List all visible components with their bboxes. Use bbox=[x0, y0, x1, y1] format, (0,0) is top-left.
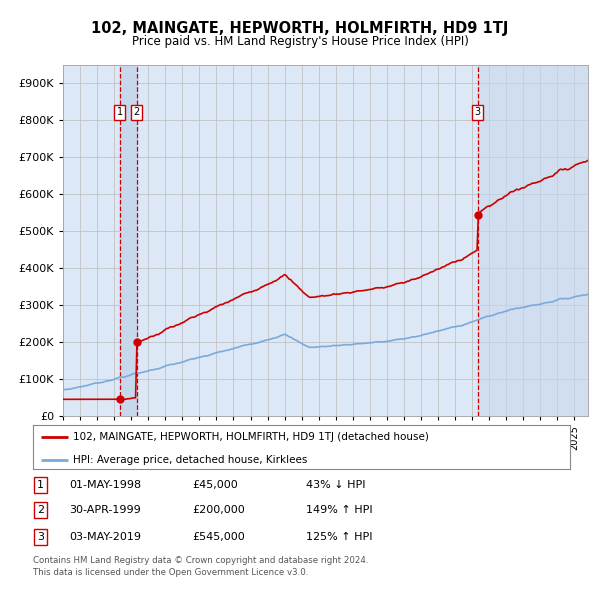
Bar bbox=[120, 65, 137, 416]
Text: 102, MAINGATE, HEPWORTH, HOLMFIRTH, HD9 1TJ: 102, MAINGATE, HEPWORTH, HOLMFIRTH, HD9 … bbox=[91, 21, 509, 35]
Text: Price paid vs. HM Land Registry's House Price Index (HPI): Price paid vs. HM Land Registry's House … bbox=[131, 35, 469, 48]
Text: Contains HM Land Registry data © Crown copyright and database right 2024.: Contains HM Land Registry data © Crown c… bbox=[33, 556, 368, 565]
Text: 125% ↑ HPI: 125% ↑ HPI bbox=[306, 532, 373, 542]
Text: This data is licensed under the Open Government Licence v3.0.: This data is licensed under the Open Gov… bbox=[33, 568, 308, 577]
Text: 1: 1 bbox=[116, 107, 123, 117]
Text: £200,000: £200,000 bbox=[192, 506, 245, 515]
Text: 43% ↓ HPI: 43% ↓ HPI bbox=[306, 480, 365, 490]
Text: 30-APR-1999: 30-APR-1999 bbox=[69, 506, 141, 515]
Text: 2: 2 bbox=[134, 107, 140, 117]
Text: 2: 2 bbox=[37, 506, 44, 515]
Text: £545,000: £545,000 bbox=[192, 532, 245, 542]
Text: 01-MAY-1998: 01-MAY-1998 bbox=[69, 480, 141, 490]
Text: £45,000: £45,000 bbox=[192, 480, 238, 490]
Text: HPI: Average price, detached house, Kirklees: HPI: Average price, detached house, Kirk… bbox=[73, 455, 308, 465]
Text: 3: 3 bbox=[37, 532, 44, 542]
Text: 1: 1 bbox=[37, 480, 44, 490]
Text: 3: 3 bbox=[475, 107, 481, 117]
Text: 03-MAY-2019: 03-MAY-2019 bbox=[69, 532, 141, 542]
Text: 102, MAINGATE, HEPWORTH, HOLMFIRTH, HD9 1TJ (detached house): 102, MAINGATE, HEPWORTH, HOLMFIRTH, HD9 … bbox=[73, 432, 429, 442]
Bar bbox=[478, 65, 588, 416]
Text: 149% ↑ HPI: 149% ↑ HPI bbox=[306, 506, 373, 515]
